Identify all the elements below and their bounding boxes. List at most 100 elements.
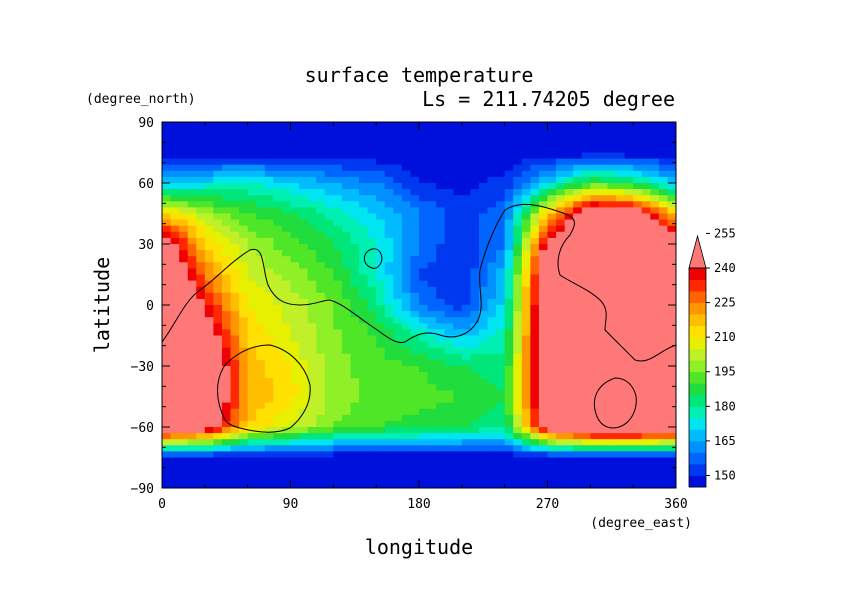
- heatmap-cell: [573, 469, 583, 477]
- heatmap-cell: [384, 317, 394, 324]
- heatmap-cell: [530, 445, 540, 452]
- heatmap-cell: [264, 146, 274, 154]
- heatmap-cell: [256, 420, 266, 428]
- heatmap-cell: [393, 122, 403, 129]
- heatmap-cell: [453, 481, 463, 488]
- heatmap-cell: [170, 201, 180, 208]
- heatmap-cell: [281, 231, 292, 239]
- heatmap-cell: [538, 170, 549, 178]
- heatmap-cell: [333, 158, 343, 166]
- heatmap-cell: [281, 158, 292, 166]
- heatmap-cell: [607, 183, 617, 190]
- heatmap-cell: [461, 463, 471, 471]
- heatmap-cell: [401, 219, 412, 227]
- heatmap-cell: [436, 341, 446, 349]
- heatmap-cell: [410, 353, 420, 361]
- heatmap-cell: [513, 286, 523, 294]
- heatmap-cell: [256, 219, 266, 227]
- heatmap-cell: [213, 420, 223, 428]
- heatmap-cell: [204, 256, 214, 263]
- heatmap-cell: [633, 366, 643, 373]
- heatmap-cell: [162, 451, 172, 459]
- heatmap-cell: [444, 323, 454, 330]
- heatmap-cell: [641, 134, 651, 141]
- heatmap-cell: [461, 158, 471, 166]
- heatmap-cell: [179, 140, 189, 147]
- heatmap-cell: [650, 189, 660, 196]
- heatmap-cell: [367, 207, 377, 215]
- heatmap-cell: [513, 140, 523, 147]
- heatmap-cell: [324, 274, 334, 282]
- heatmap-cell: [281, 280, 292, 288]
- heatmap-cell: [179, 341, 189, 349]
- heatmap-cell: [427, 445, 437, 452]
- heatmap-cell: [170, 274, 180, 282]
- heatmap-cell: [427, 463, 437, 471]
- heatmap-cell: [478, 237, 489, 245]
- heatmap-cell: [513, 481, 523, 488]
- heatmap-cell: [504, 280, 514, 288]
- heatmap-cell: [616, 451, 626, 459]
- heatmap-cell: [196, 213, 206, 221]
- heatmap-cell: [221, 481, 232, 488]
- heatmap-cell: [470, 292, 480, 300]
- heatmap-cell: [538, 298, 549, 306]
- heatmap-cell: [196, 128, 206, 135]
- heatmap-cell: [650, 225, 660, 233]
- heatmap-cell: [204, 286, 214, 294]
- heatmap-cell: [436, 225, 446, 233]
- heatmap-cell: [256, 274, 266, 282]
- heatmap-cell: [530, 366, 540, 373]
- heatmap-cell: [401, 341, 412, 349]
- heatmap-cell: [564, 213, 574, 221]
- heatmap-cell: [538, 457, 549, 465]
- heatmap-cell: [359, 384, 369, 391]
- heatmap-cell: [290, 408, 300, 416]
- heatmap-cell: [299, 341, 309, 349]
- heatmap-cell: [427, 457, 437, 465]
- heatmap-cell: [461, 286, 471, 294]
- heatmap-cell: [633, 231, 643, 239]
- heatmap-cell: [307, 366, 317, 373]
- heatmap-cell: [316, 237, 326, 245]
- heatmap-cell: [213, 427, 223, 434]
- heatmap-cell: [453, 183, 463, 190]
- heatmap-cell: [616, 201, 626, 208]
- heatmap-cell: [427, 207, 437, 215]
- heatmap-cell: [556, 384, 566, 391]
- heatmap-cell: [564, 292, 574, 300]
- heatmap-cell: [521, 323, 531, 330]
- heatmap-cell: [564, 225, 574, 233]
- heatmap-cell: [513, 134, 523, 141]
- heatmap-cell: [530, 256, 540, 263]
- heatmap-cell: [204, 420, 214, 428]
- heatmap-cell: [624, 372, 634, 379]
- heatmap-cell: [650, 305, 660, 312]
- heatmap-cell: [179, 170, 189, 178]
- heatmap-cell: [393, 457, 403, 465]
- heatmap-cell: [624, 262, 634, 269]
- heatmap-cell: [436, 457, 446, 465]
- heatmap-cell: [598, 189, 609, 196]
- heatmap-cell: [513, 128, 523, 135]
- heatmap-cell: [299, 286, 309, 294]
- heatmap-cell: [607, 335, 617, 343]
- colorbar-tick-label: 150: [714, 468, 736, 482]
- heatmap-cell: [444, 414, 454, 422]
- heatmap-cell: [187, 359, 197, 367]
- heatmap-cell: [538, 475, 549, 483]
- heatmap-cell: [290, 427, 300, 434]
- heatmap-cell: [299, 262, 309, 269]
- heatmap-cell: [299, 122, 309, 129]
- heatmap-cell: [299, 396, 309, 404]
- heatmap-cell: [633, 329, 643, 337]
- heatmap-cell: [376, 402, 386, 410]
- heatmap-cell: [598, 433, 609, 440]
- colorbar-cell: [689, 268, 706, 280]
- heatmap-cell: [213, 134, 223, 141]
- heatmap-cell: [607, 195, 617, 202]
- heatmap-cell: [187, 146, 197, 154]
- heatmap-cell: [256, 469, 266, 477]
- heatmap-cell: [239, 213, 249, 221]
- heatmap-cell: [187, 134, 197, 141]
